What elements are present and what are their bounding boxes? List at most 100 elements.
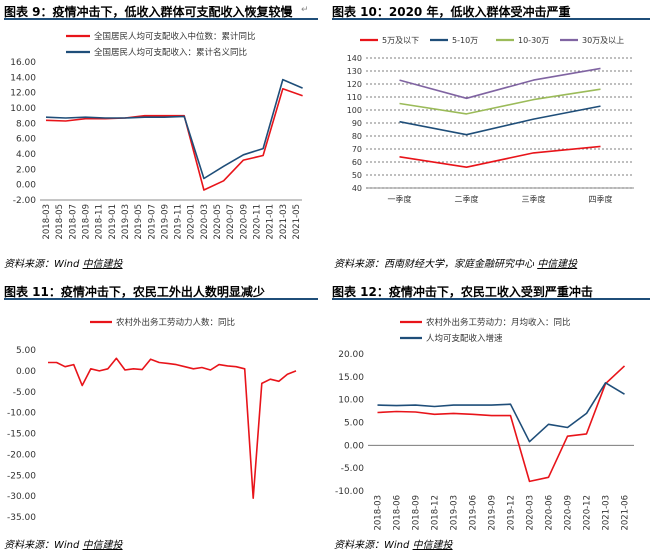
series-line (45, 88, 303, 191)
fig9-title: 图表 9：疫情冲击下，低收入群体可支配收入恢复较慢 (4, 5, 293, 19)
series-line (45, 78, 303, 180)
x-tick-label: 2020-11 (253, 204, 263, 240)
y-tick-label: 120 (347, 80, 362, 89)
legend-label: 5万及以下 (382, 36, 419, 45)
x-tick-label: 四季度 (589, 194, 613, 204)
x-tick-label: 2021-03 (279, 204, 289, 240)
legend-label: 10-30万 (518, 36, 549, 45)
y-tick-label: 6.00 (16, 135, 36, 145)
y-tick-label: 60 (352, 158, 362, 167)
y-tick-label: 2.00 (16, 165, 36, 175)
y-tick-label: 130 (347, 67, 362, 76)
legend-label: 人均可支配收入增速 (426, 333, 503, 344)
y-tick-label: -35.00 (7, 513, 36, 523)
series-line (399, 105, 601, 136)
x-tick-label: 2021-05 (292, 204, 302, 240)
x-tick-label: 2018-06 (393, 495, 403, 530)
x-tick-label: 2020-06 (545, 495, 555, 530)
y-tick-label: 80 (352, 132, 362, 141)
x-tick-label: 2018-07 (68, 204, 78, 240)
fig10-title: 图表 10：2020 年，低收入群体受冲击严重 (332, 5, 571, 19)
y-tick-label: 12.00 (10, 89, 36, 99)
y-tick-label: -15.00 (7, 430, 36, 440)
x-tick-label: 2021-01 (266, 204, 276, 240)
y-tick-label: 14.00 (10, 73, 36, 83)
fig12-title: 图表 12：疫情冲击下，农民工收入受到严重冲击 (332, 285, 593, 299)
x-tick-label: 三季度 (522, 194, 546, 204)
series-line (399, 145, 601, 168)
fig9-title-rule (4, 18, 318, 20)
y-tick-label: 16.00 (10, 58, 36, 68)
y-tick-label: 15.00 (338, 373, 364, 383)
y-tick-label: 10.00 (338, 396, 364, 406)
fig10-source: 资料来源：西南财经大学，家庭金融研究中心 中信建投 (334, 259, 578, 270)
y-tick-label: -5.00 (13, 388, 37, 398)
y-tick-label: 5.00 (16, 346, 36, 356)
x-tick-label: 二季度 (455, 194, 479, 204)
fig12-title-rule (332, 298, 650, 300)
y-tick-label: 20.00 (338, 350, 364, 360)
x-tick-label: 2018-03 (374, 495, 384, 530)
fig10-chart: 40 50 60 70 80 90 100 110 120 130 140 一季度 二季度 三季度 四季度 5… (347, 36, 634, 204)
fig9-source: 资料来源：Wind 中信建投 (4, 259, 123, 270)
legend-label: 全国居民人均可支配收入：累计名义同比 (94, 47, 247, 58)
y-tick-label: 10.00 (10, 104, 36, 114)
fig12-source: 资料来源：Wind 中信建投 (334, 540, 453, 551)
fig11-chart: -35.00 -30.00 -25.00 -20.00 -15.00 -10.00 -5.0… (7, 317, 297, 523)
y-tick-label: 8.00 (16, 119, 36, 129)
x-tick-label: 2018-12 (431, 495, 441, 530)
x-tick-label: 2018-05 (55, 204, 65, 240)
x-tick-label: 2021-06 (621, 495, 631, 530)
x-tick-label: 一季度 (388, 194, 412, 204)
fig11-title-rule (4, 298, 318, 300)
y-tick-label: -5.00 (341, 464, 365, 474)
x-tick-label: 2019-01 (108, 204, 118, 240)
y-tick-label: -25.00 (7, 471, 36, 481)
x-tick-label: 2020-07 (226, 204, 236, 240)
source-brand: 中信建投 (412, 540, 453, 551)
legend-label: 5-10万 (452, 36, 478, 45)
x-tick-label: 2020-03 (526, 495, 536, 530)
y-tick-label: 50 (352, 171, 362, 180)
y-tick-label: -20.00 (7, 450, 36, 460)
source-brand: 中信建投 (537, 259, 578, 270)
legend-label: 农村外出务工劳动力：月均收入：同比 (426, 317, 571, 328)
legend-label: 农村外出务工劳动力人数：同比 (116, 317, 235, 328)
legend-label: 全国居民人均可支配收入中位数：累计同比 (94, 31, 256, 42)
y-tick-label: 70 (352, 145, 362, 154)
x-tick-label: 2019-12 (507, 495, 517, 530)
y-tick-label: 0.00 (16, 367, 36, 377)
x-tick-label: 2019-03 (121, 204, 131, 240)
y-tick-label: 4.00 (16, 150, 36, 160)
x-tick-label: 2020-09 (564, 495, 574, 530)
x-tick-label: 2020-01 (187, 204, 197, 240)
x-tick-label: 2020-12 (583, 495, 593, 530)
fig12-chart: -10.00 -5.00 0.00 5.00 10.00 15.00 20.00 2018-0… (335, 317, 634, 530)
return-mark-icon: ↵ (301, 5, 309, 15)
x-tick-label: 2020-05 (213, 204, 223, 240)
y-tick-label: 90 (352, 119, 362, 128)
y-tick-label: 0.00 (344, 441, 364, 451)
x-tick-label: 2019-09 (488, 495, 498, 530)
x-tick-label: 2020-03 (200, 204, 210, 240)
x-tick-label: 2018-09 (412, 495, 422, 530)
x-tick-label: 2018-11 (95, 204, 105, 240)
x-tick-label: 2019-11 (174, 204, 184, 240)
series-line (399, 88, 601, 115)
x-tick-label: 2019-07 (147, 204, 157, 240)
y-tick-label: -30.00 (7, 492, 36, 502)
x-tick-label: 2019-03 (450, 495, 460, 530)
fig11-title: 图表 11：疫情冲击下，农民工外出人数明显减少 (4, 285, 265, 299)
fig9-chart: -2.00 0.00 2.00 4.00 6.00 8.00 10.00 12.00 14.00… (10, 31, 303, 240)
y-tick-label: -10.00 (335, 487, 364, 497)
fig11-source: 资料来源：Wind 中信建投 (4, 540, 123, 551)
y-tick-label: 40 (352, 184, 362, 193)
x-tick-label: 2019-09 (160, 204, 170, 240)
x-tick-label: 2018-03 (42, 204, 52, 240)
x-tick-label: 2018-09 (81, 204, 91, 240)
series-line (377, 365, 626, 483)
y-tick-label: 0.00 (16, 181, 36, 191)
x-tick-label: 2019-05 (134, 204, 144, 240)
series-line (399, 67, 601, 100)
x-tick-label: 2019-06 (469, 495, 479, 530)
